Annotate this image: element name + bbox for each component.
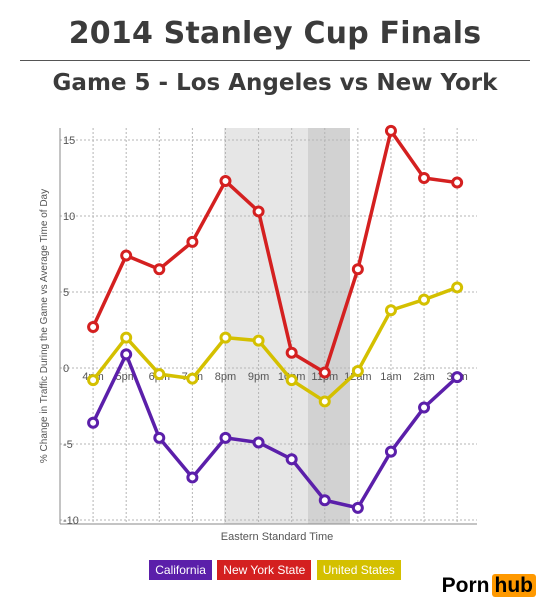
brand-logo: Porn hub	[442, 574, 536, 598]
data-point-united-states	[285, 374, 298, 387]
data-point-united-states	[252, 334, 265, 347]
data-point-california	[418, 401, 431, 414]
data-point-california	[252, 436, 265, 449]
chart-subtitle: Game 5 - Los Angeles vs New York	[52, 70, 498, 96]
shaded-region	[308, 128, 350, 524]
logo-part-2: hub	[491, 574, 536, 597]
data-point-united-states	[318, 395, 331, 408]
data-point-california	[351, 501, 364, 514]
chart-title: 2014 Stanley Cup Finals	[68, 16, 482, 51]
y-tick-label: 0	[63, 363, 69, 375]
data-point-united-states	[153, 368, 166, 381]
data-point-united-states	[186, 372, 199, 385]
data-point-california	[153, 431, 166, 444]
data-point-united-states	[219, 331, 232, 344]
data-point-california	[384, 445, 397, 458]
series-line-california	[91, 352, 459, 510]
data-point-california	[451, 371, 464, 384]
y-tick-label: 5	[63, 287, 69, 299]
data-point-new-york-state	[252, 205, 265, 218]
logo-part-1: Porn	[441, 574, 490, 597]
y-tick-label: -10	[63, 515, 79, 527]
data-point-united-states	[384, 304, 397, 317]
x-tick-label: 8pm	[215, 371, 236, 383]
data-point-new-york-state	[87, 320, 100, 333]
chart-legend: California New York State United States	[0, 560, 550, 580]
data-point-california	[87, 416, 100, 429]
data-point-new-york-state	[120, 249, 133, 262]
data-point-california	[318, 494, 331, 507]
data-point-new-york-state	[418, 172, 431, 184]
legend-item-california: California	[149, 560, 212, 580]
data-point-united-states	[87, 374, 100, 387]
legend-item-new-york-state: New York State	[217, 560, 312, 580]
data-point-new-york-state	[153, 263, 166, 276]
data-point-new-york-state	[285, 346, 298, 359]
title-divider	[20, 60, 530, 61]
data-point-united-states	[351, 365, 364, 378]
data-point-united-states	[120, 331, 133, 344]
data-point-new-york-state	[318, 366, 331, 379]
data-point-new-york-state	[219, 175, 232, 188]
data-point-united-states	[418, 293, 431, 306]
x-tick-label: 2am	[413, 371, 434, 383]
x-tick-label: 9pm	[248, 371, 269, 383]
data-point-new-york-state	[384, 124, 397, 137]
y-tick-label: -5	[63, 439, 73, 451]
data-point-united-states	[451, 281, 464, 294]
x-tick-label: 5pm	[115, 371, 136, 383]
data-point-california	[285, 453, 298, 466]
data-point-new-york-state	[186, 235, 199, 248]
data-point-california	[186, 471, 199, 484]
legend-item-united-states: United States	[316, 560, 401, 580]
x-axis-title: Eastern Standard Time	[221, 531, 334, 543]
y-tick-label: 10	[63, 211, 75, 223]
data-point-new-york-state	[451, 176, 464, 189]
data-point-california	[120, 348, 133, 361]
line-chart: 151050-5-104pm5pm6pm7pm8pm9pm10pm11pm12a…	[39, 124, 477, 543]
y-axis-title: % Change in Traffic During the Game vs A…	[39, 189, 50, 463]
y-tick-label: 15	[63, 135, 75, 147]
data-point-california	[219, 431, 232, 444]
data-point-new-york-state	[351, 263, 364, 276]
x-tick-label: 1am	[380, 371, 401, 383]
